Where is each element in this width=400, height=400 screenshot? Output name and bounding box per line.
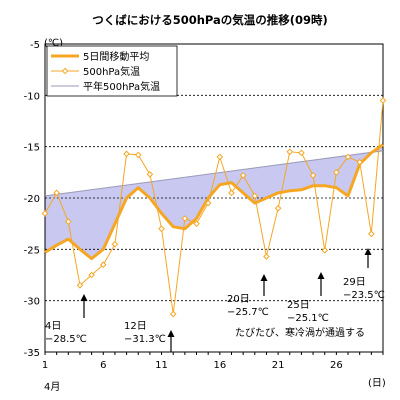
temperature-point [274,204,282,212]
month-label: 4月 [44,381,60,393]
annotation-arrow-head [167,330,175,337]
temperature-point [321,247,329,254]
chart-title: つくばにおける500hPaの気温の推移(09時) [92,13,328,27]
annotation-label: −25.1℃ [287,313,329,324]
temperature-point [158,225,165,233]
x-tick-label: 16 [213,360,226,371]
temperature-point [286,148,294,156]
temperature-point [181,215,189,222]
fill-region [45,144,383,259]
temperature-point [41,210,49,217]
temperature-point [88,271,95,279]
temperature-point [228,189,235,197]
temperature-point [111,240,119,248]
x-tick-label: 11 [155,360,168,371]
temperature-point [99,261,107,269]
temperature-point [379,97,387,104]
legend-marker-temperature [61,67,69,75]
y-tick-label: -10 [24,91,40,102]
temperature-point [356,158,363,166]
temperature-point [53,189,60,197]
series-normal-line [44,150,384,197]
annotation-arrow-head [260,274,268,281]
x-tick-label: 1 [42,360,48,371]
temperature-point [239,172,247,179]
annotation-label: 12日 [124,321,147,332]
annotation-arrow-head [317,272,325,279]
plot-frame [44,43,384,353]
y-tick-label: -30 [24,297,40,308]
x-tick-label: 6 [100,360,106,371]
y-tick-label: -25 [24,245,40,256]
annotation-arrow-head [364,248,372,255]
temperature-point [123,150,130,158]
series-moving-average-line [44,143,384,261]
annotation-label: 4日 [45,321,61,332]
y-tick-label: -20 [24,194,40,205]
annotation-note: たびたび、寒冷渦が通過する [235,326,365,339]
annotation-label: −23.5℃ [343,290,385,301]
x-tick-label: 21 [272,360,285,371]
annotation-label: −31.3℃ [124,334,166,345]
annotation-label: 29日 [343,277,366,288]
fill-between-area [45,144,383,259]
annotation-arrow-head [80,294,88,301]
x-tick-label: 26 [330,360,343,371]
temperature-point [298,149,305,157]
axis-layer: -5-10-15-20-25-30-351 6 11 16 21 26 [24,40,384,371]
annotation-label: −28.5℃ [45,334,87,345]
legend-label: 平年500hPa気温 [83,80,160,93]
annotations: 4日 −28.5℃ 12日 −31.3℃ 20日 −25.7℃ 25日 −25.1℃ 29日 −2… [45,248,385,352]
temperature-point [169,310,177,318]
annotation-label: 25日 [287,300,310,311]
legend-label: 5日間移動平均 [83,50,149,63]
series-layer [41,97,387,318]
temperature-point [76,281,84,289]
temperature-point [216,153,224,161]
temperature-point [193,220,200,227]
temperature-point [146,171,154,178]
annotation-label: 20日 [227,294,250,305]
temperature-point [263,253,270,260]
series-temperature-line [44,100,384,315]
temperature-point [333,169,340,176]
temperature-point [251,192,259,200]
temperature-point [65,218,72,225]
legend-label: 500hPa気温 [83,65,140,78]
temperature-point [344,153,352,161]
temperature-point [309,172,317,179]
temperature-point [368,230,375,238]
y-tick-label: -5 [30,40,40,51]
y-tick-label: -35 [24,348,40,359]
temperature-point [204,199,212,207]
x-axis-label: (日) [368,378,386,389]
annotation-label: −25.7℃ [227,307,269,318]
y-tick-label: -15 [24,143,40,154]
temperature-point [134,151,142,159]
